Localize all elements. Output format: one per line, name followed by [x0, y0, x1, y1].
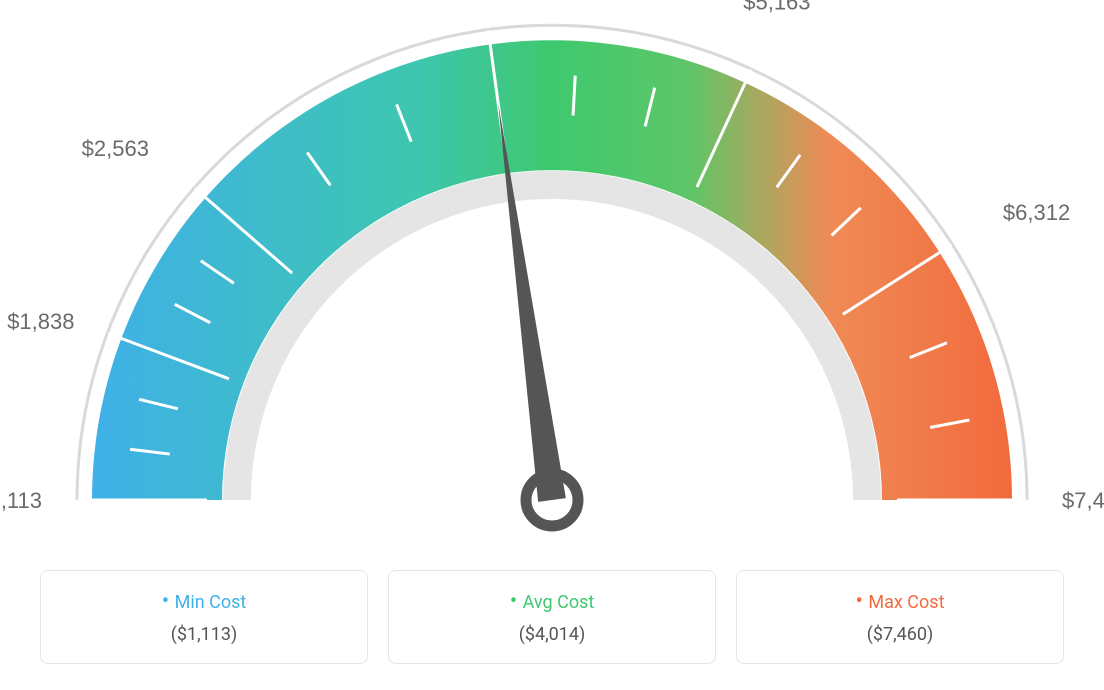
legend-max-value: ($7,460) [747, 624, 1053, 645]
legend-avg-title: Avg Cost [399, 589, 705, 614]
legend-avg-value: ($4,014) [399, 624, 705, 645]
legend-max-title: Max Cost [747, 589, 1053, 614]
svg-text:$2,563: $2,563 [82, 136, 149, 161]
svg-text:$5,163: $5,163 [743, 0, 810, 15]
gauge-chart: $1,113$1,838$2,563$4,014$5,163$6,312$7,4… [0, 0, 1104, 560]
legend-min-title: Min Cost [51, 589, 357, 614]
svg-text:$7,460: $7,460 [1062, 488, 1104, 513]
legend-row: Min Cost ($1,113) Avg Cost ($4,014) Max … [0, 570, 1104, 664]
legend-card-max: Max Cost ($7,460) [736, 570, 1064, 664]
legend-card-min: Min Cost ($1,113) [40, 570, 368, 664]
legend-card-avg: Avg Cost ($4,014) [388, 570, 716, 664]
svg-text:$6,312: $6,312 [1003, 200, 1070, 225]
legend-min-value: ($1,113) [51, 624, 357, 645]
svg-text:$1,838: $1,838 [7, 309, 74, 334]
svg-text:$1,113: $1,113 [0, 488, 42, 513]
gauge-svg: $1,113$1,838$2,563$4,014$5,163$6,312$7,4… [0, 0, 1104, 560]
